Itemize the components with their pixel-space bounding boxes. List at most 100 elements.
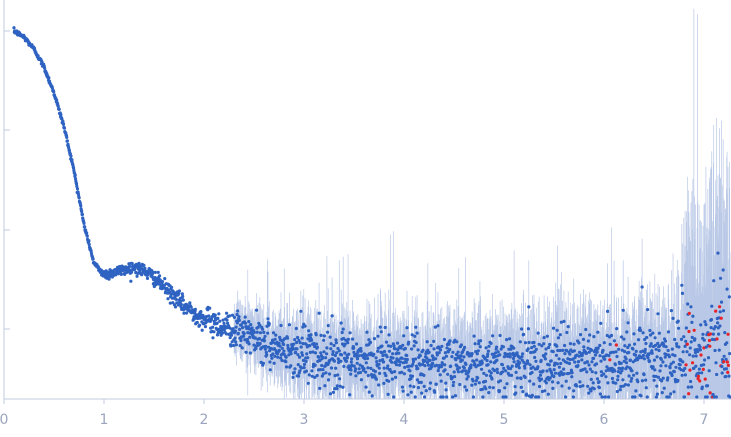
data-point (678, 363, 682, 367)
data-point (658, 369, 662, 373)
data-point (471, 379, 475, 383)
data-point (357, 367, 361, 371)
data-point (292, 370, 296, 375)
data-point (402, 372, 406, 376)
data-point (703, 358, 707, 362)
data-point (436, 369, 440, 373)
data-point (279, 323, 283, 328)
data-point (324, 352, 329, 356)
data-point (82, 221, 86, 225)
data-point (320, 363, 324, 368)
data-point (681, 360, 685, 364)
data-point (576, 360, 581, 364)
data-point (302, 362, 307, 366)
data-point (417, 380, 421, 384)
data-point (606, 395, 611, 399)
data-point (718, 310, 722, 314)
data-point (689, 340, 693, 344)
data-point (222, 321, 226, 325)
data-point (177, 289, 182, 293)
data-point (330, 314, 334, 318)
data-point (453, 394, 458, 398)
data-point (423, 364, 427, 368)
data-point (488, 385, 492, 389)
data-point (347, 352, 351, 356)
outlier-point (687, 392, 691, 396)
data-point (491, 386, 495, 390)
data-point (473, 362, 477, 366)
data-point (339, 359, 343, 363)
data-point (263, 347, 267, 351)
data-point (564, 348, 569, 353)
data-point (628, 358, 632, 362)
data-point (515, 376, 519, 380)
data-point (721, 309, 726, 313)
data-point (526, 327, 531, 331)
data-point (710, 304, 714, 308)
data-point (695, 395, 699, 399)
data-point (77, 196, 81, 200)
data-point (378, 371, 382, 375)
data-point (142, 263, 146, 267)
data-point (293, 367, 297, 371)
data-point (333, 353, 337, 358)
data-point (400, 385, 405, 389)
data-point (307, 329, 311, 333)
data-point (312, 344, 317, 349)
data-point (537, 376, 541, 380)
data-point (705, 384, 710, 388)
data-point (341, 385, 345, 389)
data-point (604, 369, 608, 373)
data-point (666, 330, 671, 334)
data-point (492, 369, 497, 373)
data-point (501, 370, 505, 374)
data-point (647, 359, 652, 363)
data-point (702, 363, 706, 367)
data-point (555, 362, 560, 366)
data-point (523, 341, 528, 345)
data-point (73, 173, 77, 177)
data-point (422, 384, 426, 388)
data-point (702, 338, 706, 342)
data-point (475, 358, 479, 362)
data-point (312, 341, 316, 346)
data-point (343, 351, 347, 355)
data-point (589, 389, 593, 393)
data-point (682, 335, 686, 339)
data-point (432, 347, 436, 351)
data-point (719, 300, 724, 304)
data-point (454, 358, 458, 362)
data-point (660, 379, 664, 383)
data-point (329, 366, 334, 370)
data-point (478, 339, 483, 343)
data-point (474, 379, 478, 383)
data-point (523, 366, 527, 370)
data-point (598, 354, 602, 358)
data-point (504, 369, 508, 373)
data-point (392, 344, 396, 348)
data-point (413, 357, 418, 361)
data-point (363, 357, 367, 361)
data-point (365, 353, 369, 357)
data-point (727, 374, 731, 378)
data-point (346, 337, 350, 341)
data-point (552, 374, 556, 379)
data-point (566, 371, 571, 376)
data-point (621, 378, 625, 382)
data-point (631, 347, 635, 351)
data-point (443, 363, 447, 367)
data-point (549, 371, 554, 375)
data-point (601, 348, 605, 352)
data-point (627, 343, 631, 347)
data-point (322, 334, 326, 338)
data-point (698, 345, 702, 349)
data-point (451, 380, 456, 384)
data-point (641, 353, 645, 358)
data-point (558, 333, 562, 337)
data-point (660, 391, 664, 395)
data-point (386, 364, 390, 368)
data-point (552, 368, 556, 372)
data-point (344, 359, 349, 363)
data-point (431, 355, 435, 359)
data-point (234, 343, 238, 347)
